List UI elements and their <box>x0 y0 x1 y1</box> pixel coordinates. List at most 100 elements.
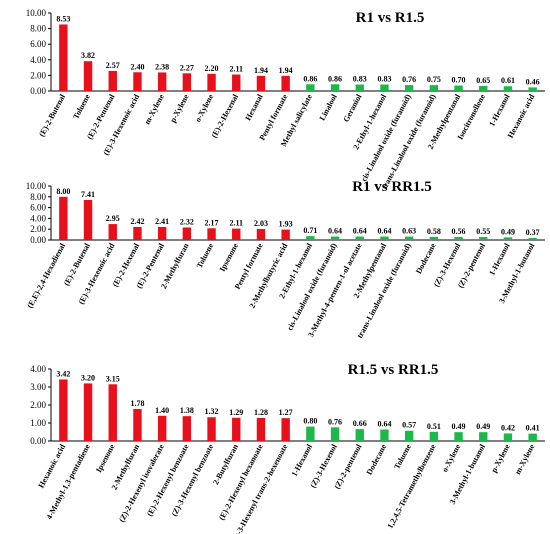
value-label: 0.58 <box>427 227 441 236</box>
value-label: 0.49 <box>452 422 466 431</box>
category-label: Dodecane <box>365 442 389 476</box>
bar <box>232 417 241 441</box>
value-label: 0.57 <box>402 421 416 430</box>
bar <box>528 433 537 441</box>
bar <box>281 75 290 91</box>
bar <box>306 84 315 91</box>
bar <box>59 196 68 240</box>
value-label: 2.42 <box>130 217 144 226</box>
value-label: 1.40 <box>155 406 169 415</box>
value-label: 0.64 <box>328 227 342 236</box>
chart-panel-1: R1 vs R1.5 0.00 2.00 4.00 6.00 8.00 10.00 8.53 (… <box>26 8 545 191</box>
bar <box>429 431 439 441</box>
chart-panel-3: R1.5 vs RR1.50.001.002.003.004.00 3.42Hex… <box>30 362 545 534</box>
value-label: 0.64 <box>353 227 367 236</box>
value-label: 2.11 <box>229 65 243 74</box>
bar <box>59 24 68 91</box>
category-label: (Z)-2-Hexenyl isovalerate <box>117 442 166 523</box>
bar <box>108 224 117 240</box>
category-label: o-Xylene <box>440 442 462 473</box>
bar <box>306 236 315 240</box>
value-label: 1.29 <box>229 408 243 417</box>
chart-panel-2: R1 vs RR1.50.002.004.006.008.0010.008.00… <box>25 179 545 340</box>
value-label: 1.32 <box>205 407 219 416</box>
value-label: 8.53 <box>56 14 70 23</box>
category-label: Dodecane <box>414 241 438 275</box>
bar <box>479 432 488 441</box>
value-label: 2.32 <box>180 217 194 226</box>
bar <box>133 226 142 240</box>
bar <box>380 429 389 441</box>
bar <box>256 417 266 441</box>
value-label: 0.86 <box>328 74 342 83</box>
y-tick-label: 0.00 <box>30 235 46 245</box>
y-tick-label: 0.00 <box>30 436 46 446</box>
category-label: 1-Hexanol <box>290 442 315 478</box>
value-label: 0.83 <box>377 75 391 84</box>
value-label: 0.63 <box>402 227 416 236</box>
bar <box>429 236 439 240</box>
value-label: 0.83 <box>353 75 367 84</box>
value-label: 0.64 <box>377 419 391 428</box>
value-label: 3.42 <box>56 369 70 378</box>
bar <box>454 85 463 91</box>
category-label: 1,2,4,5-Tetramethylbenzene <box>385 442 437 530</box>
chart-title: R1 vs R1.5 <box>356 10 425 26</box>
value-label: 0.76 <box>328 417 342 426</box>
bar <box>133 72 142 91</box>
bar <box>503 86 513 91</box>
value-label: 2.27 <box>180 63 194 72</box>
chart-title: R1 vs RR1.5 <box>352 179 432 195</box>
value-label: 1.94 <box>254 66 268 75</box>
category-label: 2-Butylfuran <box>211 442 240 486</box>
value-label: 2.03 <box>254 219 268 228</box>
value-label: 0.66 <box>353 419 367 428</box>
bar <box>355 236 364 240</box>
bar <box>157 72 167 91</box>
bar <box>108 384 117 441</box>
y-tick-label: 10.00 <box>26 181 47 191</box>
value-label: 2.40 <box>130 62 144 71</box>
category-label: Linalool <box>318 92 340 122</box>
y-tick-label: 8.00 <box>30 192 46 202</box>
bar <box>330 84 340 91</box>
value-label: 0.75 <box>427 75 441 84</box>
category-label: p-Xylene <box>168 92 191 124</box>
bar <box>83 383 93 441</box>
bar <box>479 85 488 91</box>
value-label: 0.41 <box>526 424 540 433</box>
category-label: Toluene <box>392 442 413 470</box>
value-label: 2.11 <box>229 219 243 228</box>
value-label: 0.70 <box>452 76 466 85</box>
bar <box>207 73 216 91</box>
category-label: 1-Hexanol <box>487 92 512 128</box>
category-label: o-Xylene <box>193 92 215 123</box>
bar <box>404 430 414 441</box>
value-label: 0.51 <box>427 422 441 431</box>
bar <box>182 416 192 441</box>
bar <box>281 229 290 240</box>
bar <box>503 237 513 240</box>
y-tick-label: 6.00 <box>30 203 46 213</box>
value-label: 0.80 <box>303 417 317 426</box>
value-label: 1.38 <box>180 406 194 415</box>
category-label: Toluene <box>195 241 216 269</box>
value-label: 0.55 <box>476 227 490 236</box>
chart-title: R1.5 vs RR1.5 <box>348 362 439 378</box>
bar <box>429 85 439 91</box>
value-label: 8.00 <box>56 187 70 196</box>
bar <box>355 84 364 91</box>
y-tick-label: 0.00 <box>30 86 46 96</box>
category-label: Ipsenone <box>218 241 241 273</box>
bar <box>256 75 266 91</box>
bar <box>207 228 216 240</box>
category-label: (E)-2-Hexenyl hexanoate <box>217 442 265 521</box>
bar <box>182 227 192 240</box>
bar <box>83 61 93 91</box>
bar <box>404 236 414 240</box>
bar <box>380 236 389 240</box>
bar <box>157 226 167 240</box>
value-label: 2.41 <box>155 217 169 226</box>
bar <box>157 415 167 441</box>
value-label: 0.37 <box>526 228 540 237</box>
